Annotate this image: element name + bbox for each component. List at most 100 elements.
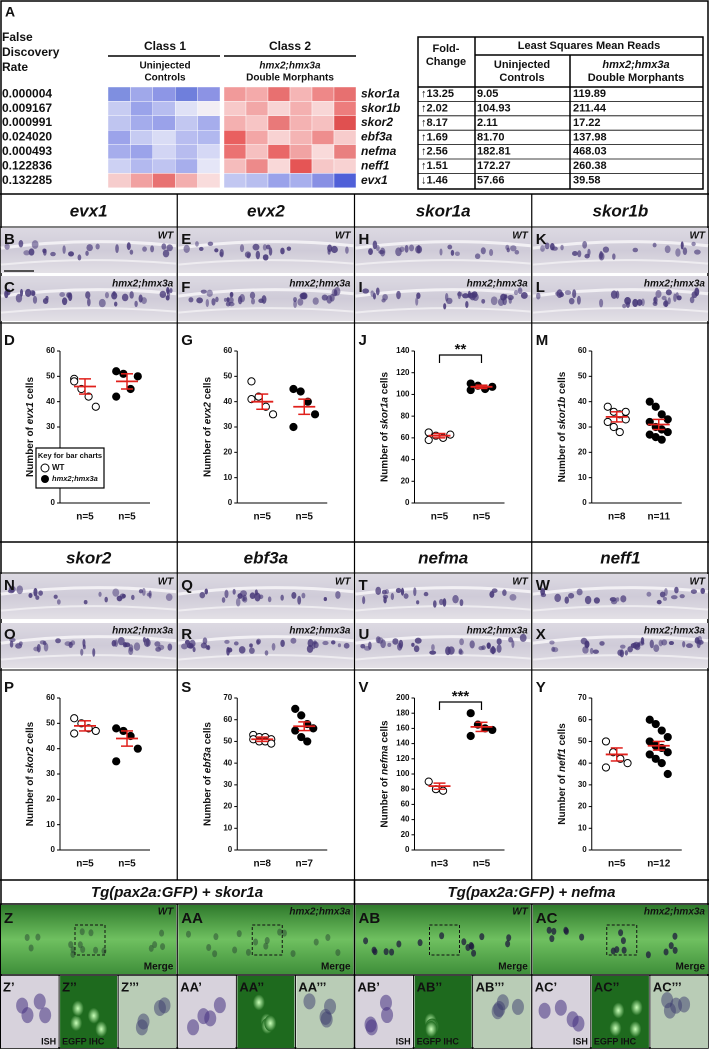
stained-cell	[624, 650, 629, 656]
y-tick-label: 0	[405, 845, 410, 854]
n-label: n=11	[647, 512, 670, 523]
mutant-point	[112, 367, 121, 376]
inset-cell	[71, 1000, 84, 1017]
stained-cell	[668, 942, 674, 950]
panel-letter: T	[359, 577, 368, 594]
stained-cell	[229, 292, 234, 298]
panel-letter: AB	[359, 910, 381, 927]
stained-cell	[691, 241, 696, 247]
stained-cell	[572, 250, 578, 256]
heatmap-cell	[152, 115, 176, 131]
wt-point	[91, 726, 100, 736]
stained-cell	[141, 297, 147, 305]
y-tick-label: 60	[401, 800, 410, 809]
heatmap-cell	[289, 101, 313, 117]
stained-cell	[196, 297, 203, 304]
fdr-value: 0.024020	[2, 130, 52, 144]
stained-cell	[560, 244, 564, 251]
y-tick-label: 80	[401, 411, 410, 420]
mutant-point	[657, 759, 666, 768]
stained-cell	[413, 587, 417, 597]
heatmap-cell	[333, 115, 357, 131]
inset-cell	[137, 1013, 150, 1030]
stained-cell	[670, 595, 678, 600]
stained-cell	[620, 937, 626, 945]
stained-cell	[381, 298, 386, 303]
stained-cell	[452, 594, 459, 604]
heatmap-cell	[130, 101, 153, 117]
stained-cell	[85, 250, 89, 256]
y-axis-label-part: cells	[202, 722, 213, 747]
stained-cell	[395, 587, 402, 594]
tissue-edge	[532, 586, 709, 596]
stained-cell	[389, 948, 395, 956]
uninjected-reads: 2.11	[477, 117, 498, 129]
stained-cell	[262, 254, 269, 261]
stained-cell	[79, 928, 85, 936]
stained-cell	[576, 295, 581, 305]
stained-cell	[238, 646, 246, 654]
stained-cell	[508, 297, 512, 304]
panel-letter: K	[536, 231, 547, 248]
panel-letter: V	[359, 679, 369, 696]
wt-point	[91, 402, 100, 411]
heatmap-cell	[289, 158, 313, 174]
stained-cell	[28, 248, 35, 256]
stained-cell	[258, 594, 264, 600]
stained-cell	[322, 640, 329, 646]
heatmap-cell	[267, 115, 291, 131]
stained-cell	[35, 933, 41, 941]
stained-cell	[599, 641, 605, 646]
stained-cell	[214, 248, 219, 253]
heatmap-cell	[245, 158, 269, 174]
inset-cell	[87, 1007, 100, 1024]
y-axis-label: Number of nefma cells	[379, 720, 390, 828]
genotype-tag: WT	[512, 231, 528, 242]
class-sub: Controls	[144, 73, 186, 84]
tissue-edge	[532, 259, 709, 266]
genotype-tag: WT	[689, 231, 705, 242]
stained-cell	[387, 642, 392, 648]
stained-cell	[511, 640, 515, 649]
stained-cell	[661, 295, 667, 301]
wt-point	[603, 417, 612, 427]
stained-cell	[457, 291, 461, 300]
wt-point	[601, 763, 611, 772]
stained-cell	[592, 649, 599, 654]
y-tick-label: 0	[51, 498, 56, 507]
stained-cell	[674, 586, 679, 594]
panel-letter: Z’’’	[121, 979, 139, 994]
stained-cell	[77, 941, 83, 949]
mutant-point	[663, 748, 672, 757]
key-title: Key for bar charts	[38, 451, 102, 460]
stained-cell	[690, 589, 697, 594]
y-tick-label: 40	[578, 397, 587, 406]
heatmap-cell	[174, 129, 198, 145]
stained-cell	[691, 291, 698, 299]
heatmap-cell	[174, 173, 198, 188]
stained-cell	[38, 590, 43, 596]
panel-letter: Z’	[3, 979, 15, 994]
stained-cell	[612, 253, 616, 260]
tissue-edge	[532, 307, 709, 314]
stained-cell	[360, 643, 366, 649]
inset-box	[429, 924, 460, 956]
stained-cell	[383, 948, 389, 956]
stained-cell	[579, 933, 585, 941]
wt-point	[70, 729, 79, 738]
stained-cell	[146, 592, 152, 597]
stained-cell	[431, 644, 435, 651]
n-label: n=5	[608, 859, 626, 870]
mutant-point	[645, 715, 654, 724]
panel-letter: E	[181, 231, 191, 248]
stained-cell	[540, 245, 545, 252]
table-header: Change	[426, 56, 466, 68]
heatmap-cell	[197, 101, 221, 117]
stained-cell	[331, 288, 338, 297]
y-tick-label: 60	[46, 693, 55, 702]
stained-cell	[584, 253, 590, 259]
y-tick-label: 30	[223, 422, 232, 431]
heatmap-cell	[130, 115, 153, 131]
stained-cell	[280, 247, 285, 255]
stained-cell	[87, 297, 91, 307]
